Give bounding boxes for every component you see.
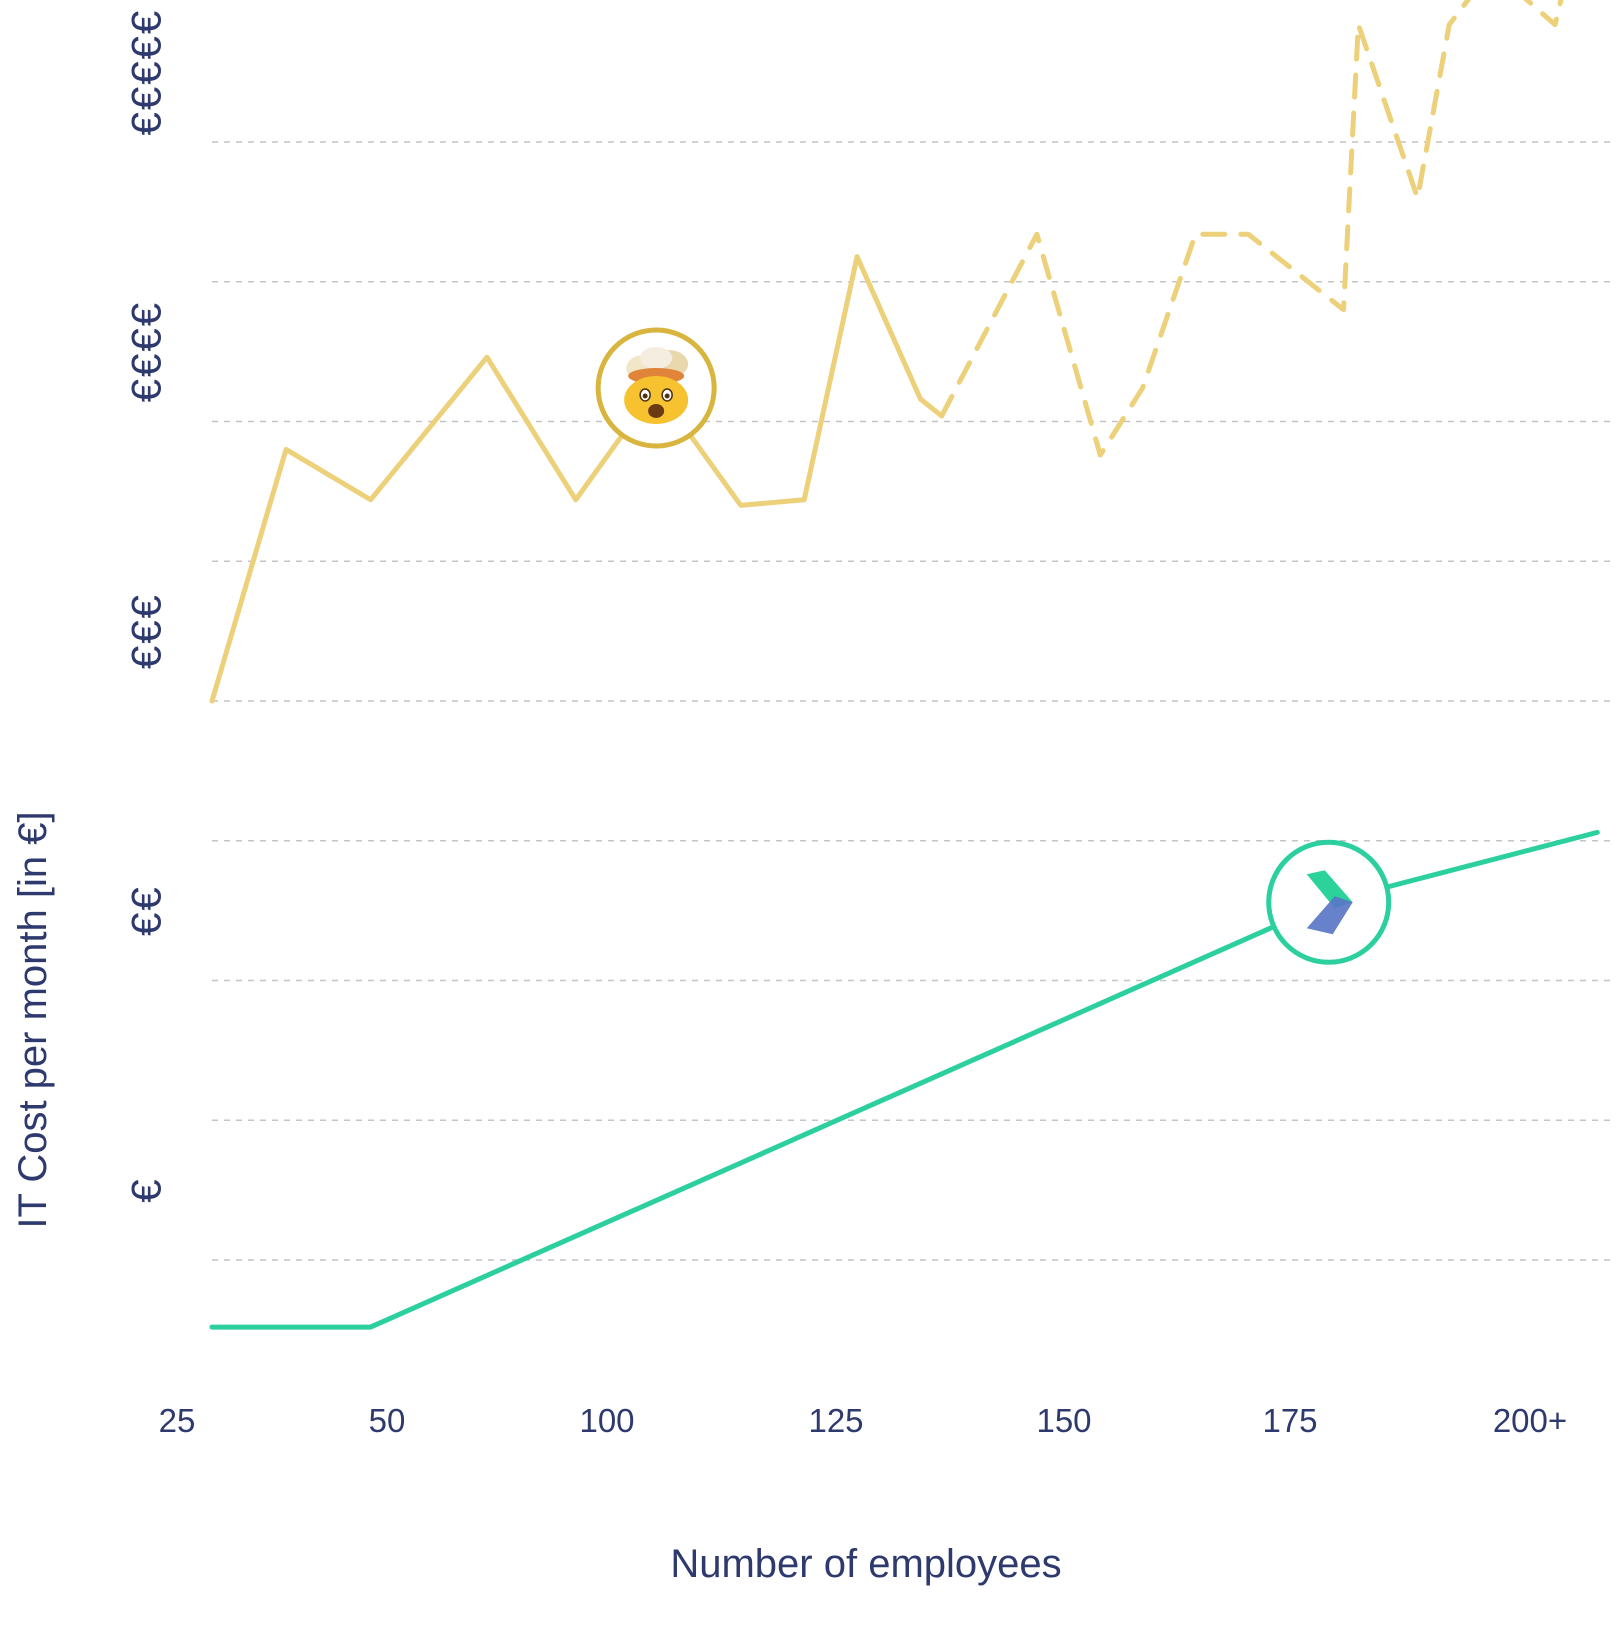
x-tick-label: 25 [159,1402,196,1439]
y-tick-label: €€ [123,885,170,936]
series-line-1-projected [939,0,1564,458]
x-tick-label: 100 [579,1402,634,1439]
series-lines [209,0,1600,1330]
x-axis-label: Number of employees [670,1542,1061,1586]
x-tick-label: 200+ [1493,1402,1567,1439]
x-tick-label: 125 [808,1402,863,1439]
series-line-1 [209,254,945,704]
y-tick-label: €€€€€ [123,9,170,136]
y-axis-label: IT Cost per month [in €] [11,811,55,1228]
x-tick-label: 175 [1262,1402,1317,1439]
x-tick-label: 150 [1036,1402,1091,1439]
y-axis-ticks: €€€€€€€€€€€€€€€ [123,9,170,1203]
x-axis-ticks: 25 50 100 125 150 175 200+ [159,1402,1568,1439]
mind-blown-emoji-icon [595,327,717,449]
grid-lines [212,141,1615,1261]
y-tick-label: €€€ [123,593,170,669]
brand-logo-icon [1266,839,1392,965]
y-tick-label: €€€€ [123,301,170,402]
series-markers [595,327,1392,965]
y-tick-label: € [123,1177,170,1202]
x-tick-label: 50 [369,1402,406,1439]
series-line-2 [209,829,1600,1330]
